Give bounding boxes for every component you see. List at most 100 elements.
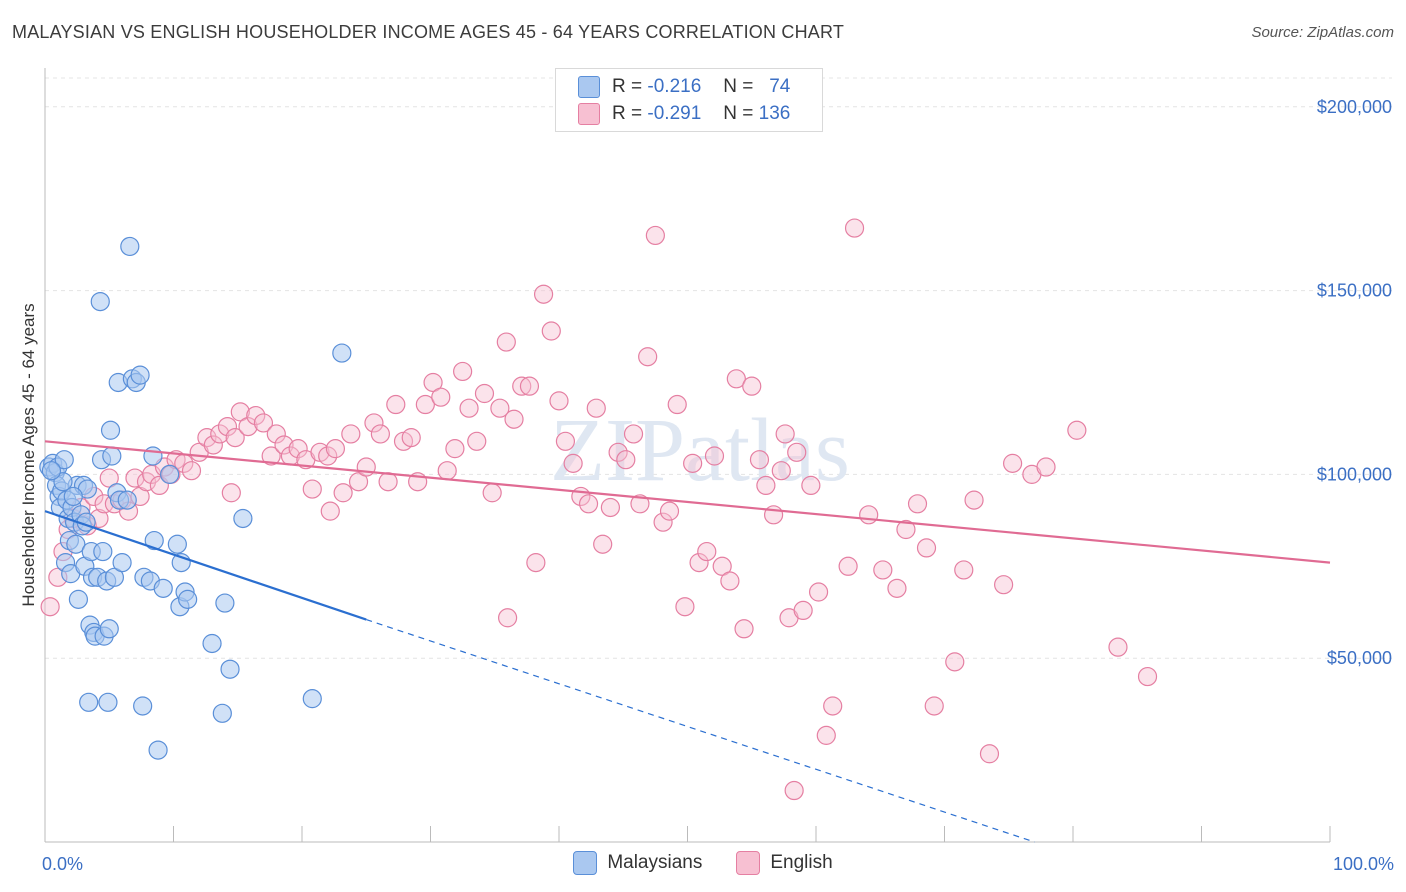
english-point xyxy=(526,553,546,573)
english-point xyxy=(1036,457,1056,477)
watermark: ZIPatlas xyxy=(550,401,850,500)
english-point xyxy=(720,571,740,591)
y-tick-label: $150,000 xyxy=(1317,281,1392,301)
english-point xyxy=(887,578,907,598)
english-point xyxy=(445,439,465,459)
english-points xyxy=(40,218,1158,801)
english-point xyxy=(756,475,776,496)
english-point xyxy=(378,472,398,492)
legend-row-malaysians: R = -0.216 N = 74 xyxy=(578,74,790,100)
series-legend: Malaysians English xyxy=(0,851,1406,875)
english-point xyxy=(645,225,665,246)
english-point xyxy=(512,376,532,396)
english-point xyxy=(787,442,807,462)
english-point xyxy=(437,461,457,481)
malaysian-point xyxy=(98,692,118,712)
english-point xyxy=(964,490,984,510)
malaysian-point xyxy=(233,508,253,529)
english-point xyxy=(320,501,340,521)
legend-r-label: R = xyxy=(612,76,643,97)
chart-title: MALAYSIAN VS ENGLISH HOUSEHOLDER INCOME … xyxy=(12,22,845,42)
malaysian-point xyxy=(133,696,153,716)
malaysian-point xyxy=(54,450,74,470)
legend-r-value: -0.291 xyxy=(647,103,702,124)
english-point xyxy=(586,398,606,418)
english-point xyxy=(453,361,473,382)
malaysian-point xyxy=(167,534,187,554)
english-point xyxy=(742,376,762,396)
legend-swatch-malaysians xyxy=(573,851,598,875)
malaysian-point xyxy=(302,689,322,709)
y-tick-label: $50,000 xyxy=(1327,648,1392,668)
english-point xyxy=(675,597,695,617)
malaysian-point xyxy=(153,578,173,598)
malaysian-point xyxy=(99,619,119,639)
legend-item-malaysians: Malaysians xyxy=(573,851,702,875)
english-trend-line xyxy=(44,440,1331,564)
malaysian-point xyxy=(178,589,198,609)
english-point xyxy=(266,424,286,444)
english-point xyxy=(318,446,338,466)
axes xyxy=(44,68,1331,843)
english-point xyxy=(496,332,516,352)
english-point xyxy=(482,483,502,503)
english-point xyxy=(816,725,836,745)
english-point xyxy=(474,383,495,404)
legend-n-value: 74 xyxy=(769,76,791,97)
source-label: Source: ZipAtlas.com xyxy=(1251,24,1394,41)
english-point xyxy=(771,461,791,481)
english-point xyxy=(808,582,829,602)
english-point xyxy=(689,553,709,573)
english-point xyxy=(775,424,795,444)
english-point xyxy=(549,391,569,411)
legend-n-label: N = xyxy=(723,76,754,97)
english-point xyxy=(217,416,238,437)
english-point xyxy=(364,413,384,433)
malaysian-point xyxy=(117,490,137,510)
malaysian-point xyxy=(220,659,240,679)
english-point xyxy=(994,575,1014,595)
english-point xyxy=(608,442,628,462)
english-point xyxy=(386,394,406,415)
english-point xyxy=(726,369,746,389)
x-tick-label: 0.0% xyxy=(42,854,83,874)
english-point xyxy=(288,439,308,459)
malaysian-point xyxy=(100,420,121,440)
english-point xyxy=(1067,420,1087,440)
english-point xyxy=(274,435,294,455)
english-point xyxy=(578,494,599,514)
english-point xyxy=(356,457,376,477)
english-point xyxy=(844,218,865,238)
english-point xyxy=(945,652,965,672)
english-point xyxy=(823,696,843,716)
legend-n-label: N = xyxy=(723,103,754,124)
english-point xyxy=(563,453,583,473)
english-point xyxy=(793,600,813,621)
english-point xyxy=(467,431,487,451)
legend-r-value: -0.216 xyxy=(647,76,702,97)
english-point xyxy=(519,376,540,396)
english-point xyxy=(40,597,60,617)
english-point xyxy=(838,556,858,576)
english-point xyxy=(498,608,518,628)
legend-r-label: R = xyxy=(612,103,643,124)
legend-swatch-english xyxy=(736,851,761,875)
legend-label-malaysians: Malaysians xyxy=(607,852,703,873)
english-point xyxy=(600,497,621,518)
legend-row-english: R = -0.291 N = 136 xyxy=(578,101,790,127)
english-point xyxy=(221,483,241,503)
malaysian-point xyxy=(332,343,352,363)
english-point xyxy=(1108,637,1128,657)
x-tick-label: 100.0% xyxy=(1333,854,1394,874)
english-point xyxy=(749,450,770,470)
english-point xyxy=(954,560,974,580)
english-point xyxy=(593,534,613,554)
english-point xyxy=(924,696,944,716)
english-point xyxy=(555,431,576,451)
english-point xyxy=(659,501,680,521)
english-point xyxy=(370,424,390,444)
english-point xyxy=(325,439,346,459)
malaysian-point xyxy=(148,740,168,760)
english-point xyxy=(697,541,717,562)
english-point xyxy=(683,453,703,473)
